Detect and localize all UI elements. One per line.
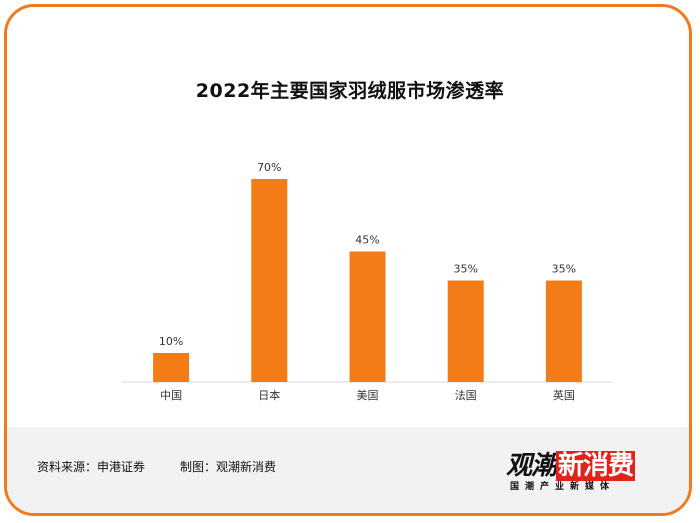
data-label-1: 70% <box>257 161 281 174</box>
logo-text-b: 新消费 <box>556 451 636 481</box>
chart-title: 2022年主要国家羽绒服市场渗透率 <box>195 80 505 102</box>
data-label-2: 45% <box>355 234 379 247</box>
data-label-0: 10% <box>159 335 183 348</box>
x-tick-label-3: 法国 <box>455 388 477 402</box>
x-tick-label-0: 中国 <box>160 389 182 402</box>
chart-frame <box>4 4 692 516</box>
logo-url: tidesight.com <box>584 475 625 482</box>
logo-text-a: 观潮 <box>506 451 557 481</box>
data-label-3: 35% <box>453 263 477 276</box>
maker-note: 制图：观潮新消费 <box>180 460 277 474</box>
data-label-4: 35% <box>552 263 576 276</box>
brand-logo: 观潮新消费 tidesight.com 国潮产业新媒体 <box>506 445 656 493</box>
bar-0 <box>153 353 190 382</box>
source-note: 资料来源：申港证券 <box>37 460 146 474</box>
x-tick-label-2: 美国 <box>357 389 379 402</box>
bar-1 <box>251 179 288 382</box>
x-tick-label-1: 日本 <box>258 388 280 402</box>
bar-3 <box>447 280 484 382</box>
bar-2 <box>349 251 386 382</box>
logo-tagline: 国潮产业新媒体 <box>510 482 616 492</box>
x-tick-label-4: 英国 <box>553 388 575 402</box>
bar-4 <box>545 280 582 382</box>
